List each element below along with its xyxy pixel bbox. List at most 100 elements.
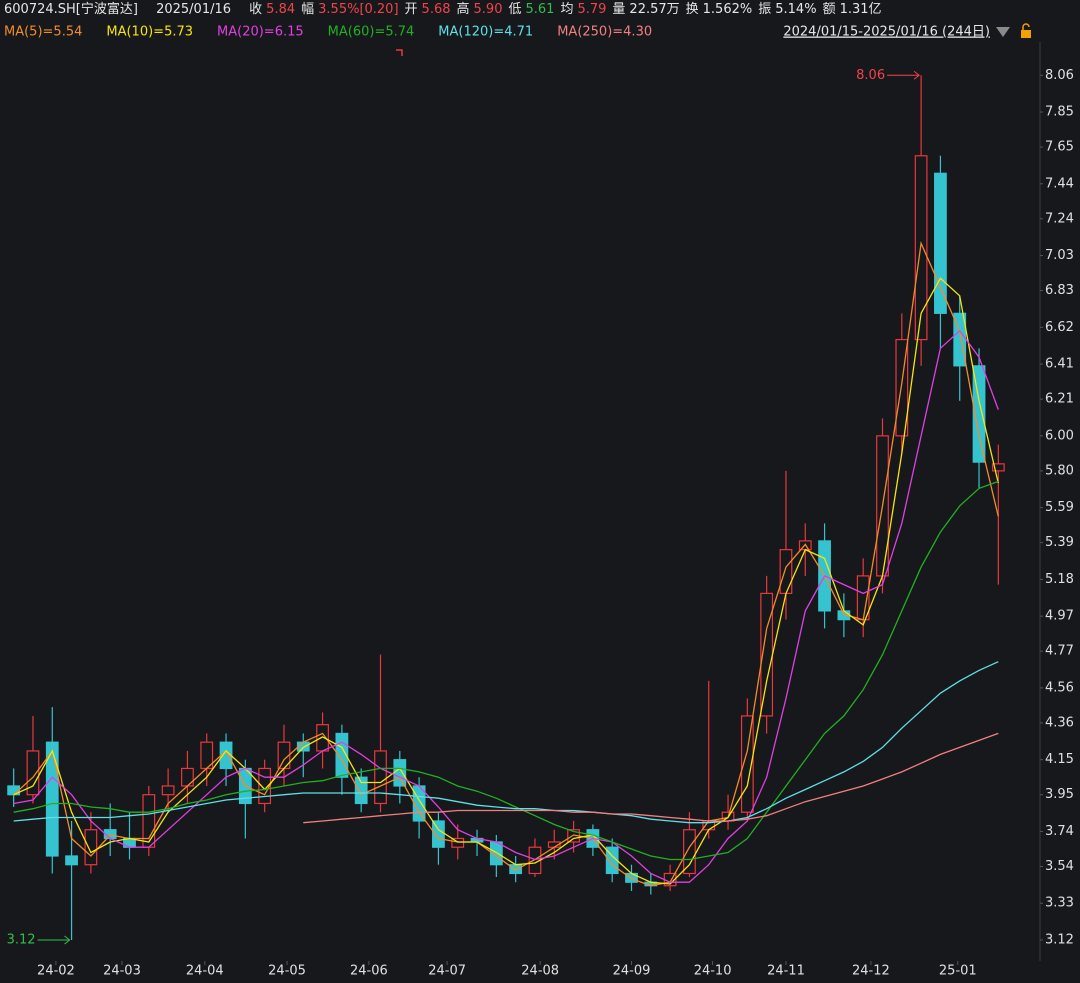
y-tick-label: 3.74	[1045, 824, 1074, 839]
candle-body	[991, 463, 1005, 472]
legend-entry: MA(250)=4.30	[557, 25, 652, 40]
candle-body	[142, 794, 156, 848]
candle-body	[895, 338, 909, 437]
x-tick-label: 24-07	[428, 964, 466, 979]
y-tick-label: 6.41	[1045, 357, 1074, 372]
x-tick-label: 24-06	[350, 964, 388, 979]
candle-body	[65, 855, 78, 866]
y-tick-label: 4.77	[1045, 644, 1074, 659]
y-tick-label: 3.54	[1045, 859, 1074, 874]
quote-value: 5.68	[421, 2, 451, 17]
quote-value: 1.31亿	[839, 2, 882, 17]
candle-body	[45, 741, 59, 857]
arrow-head	[913, 70, 920, 80]
candle-body	[161, 785, 175, 796]
y-tick-label: 7.85	[1045, 105, 1074, 120]
quote-label: 换	[685, 2, 699, 17]
legend-entry: MA(20)=6.15	[217, 25, 304, 40]
ma-line	[13, 329, 999, 883]
y-tick-label: 6.21	[1045, 392, 1074, 407]
legend-entry: MA(60)=5.74	[328, 25, 415, 40]
candle-body	[972, 365, 986, 463]
ma-line	[303, 732, 999, 824]
quote-value: 5.61	[525, 2, 555, 17]
y-tick-label: 3.12	[1045, 932, 1074, 947]
candle-body	[683, 829, 696, 875]
quote-value: 1.562%	[702, 2, 753, 17]
y-tick-label: 4.97	[1045, 609, 1074, 624]
x-tick-label: 24-02	[37, 964, 75, 979]
candle-body	[605, 846, 619, 875]
y-tick-label: 5.80	[1045, 463, 1074, 478]
x-tick-label: 24-08	[521, 964, 559, 979]
ma-line	[13, 240, 999, 887]
ma-line	[13, 480, 999, 861]
candle-body	[258, 767, 272, 805]
quote-value: 3.55%[0.20]	[318, 2, 399, 17]
candle-body	[374, 750, 387, 805]
candle-body	[509, 864, 523, 875]
y-tick-label: 7.44	[1045, 176, 1074, 191]
lock-shackle	[1022, 23, 1030, 30]
candle-body	[779, 549, 793, 595]
arrow-head	[64, 935, 71, 945]
x-tick-label: 24-12	[852, 964, 890, 979]
legend-entry: MA(5)=5.54	[4, 25, 82, 40]
x-tick-label: 24-10	[694, 964, 732, 979]
y-tick-label: 7.24	[1045, 211, 1074, 226]
y-tick-label: 6.83	[1045, 283, 1074, 298]
quote-date: 2025/01/16	[156, 2, 232, 17]
quote-value: 22.57万	[629, 2, 680, 17]
candle-body	[740, 715, 754, 813]
quote-bar: 600724.SH[宁波富达] 2025/01/16 收 5.84 幅 3.55%[0…	[4, 0, 888, 20]
y-tick-label: 3.95	[1045, 787, 1074, 802]
x-tick-label: 24-03	[103, 964, 141, 979]
x-tick-label: 25-01	[939, 964, 977, 979]
quote-value: 5.90	[473, 2, 503, 17]
candle-body	[934, 172, 947, 314]
range-label[interactable]: 2024/01/15-2025/01/16 (244日)	[783, 25, 990, 40]
candle-body	[354, 776, 368, 805]
quote-value: 5.79	[577, 2, 607, 17]
candle-body	[451, 837, 465, 848]
y-tick-label: 3.33	[1045, 896, 1074, 911]
quote-label: 均	[560, 2, 574, 17]
x-tick-label: 24-04	[186, 964, 224, 979]
quote-value: 5.14%	[775, 2, 817, 17]
y-tick-label: 5.18	[1045, 572, 1074, 587]
dropdown-icon[interactable]	[996, 27, 1010, 37]
y-tick-label: 6.62	[1045, 320, 1074, 335]
quote-label: 收	[249, 2, 263, 17]
quote-label: 额	[822, 2, 836, 17]
y-tick-label: 4.15	[1045, 752, 1074, 767]
quote-label: 振	[758, 2, 772, 17]
marker	[396, 49, 403, 56]
quote-label: 量	[612, 2, 626, 17]
y-tick-label: 8.06	[1045, 68, 1074, 83]
candle-body	[26, 750, 40, 796]
candle-body	[84, 829, 98, 866]
x-tick-label: 24-09	[613, 964, 651, 979]
y-tick-label: 4.56	[1045, 680, 1074, 695]
y-tick-label: 5.39	[1045, 535, 1074, 550]
legend-entry: MA(120)=4.71	[438, 25, 533, 40]
x-tick-label: 24-05	[268, 964, 306, 979]
quote-label: 高	[456, 2, 470, 17]
candle-body	[393, 759, 407, 787]
y-tick-label: 5.59	[1045, 500, 1074, 515]
lock-icon[interactable]	[1021, 30, 1031, 38]
quote-label: 幅	[301, 2, 315, 17]
x-tick-label: 24-11	[767, 964, 805, 979]
y-tick-label: 6.00	[1045, 428, 1074, 443]
legend-entry: MA(10)=5.73	[106, 25, 193, 40]
quote-label: 低	[508, 2, 522, 17]
quote-value: 5.84	[266, 2, 296, 17]
annotation-label: 3.12	[7, 932, 36, 947]
candle-body	[181, 767, 194, 787]
y-tick-label: 7.65	[1045, 140, 1074, 155]
stock-code: 600724.SH[宁波富达]	[4, 2, 138, 17]
y-tick-label: 7.03	[1045, 248, 1074, 263]
ma-line	[13, 277, 999, 885]
